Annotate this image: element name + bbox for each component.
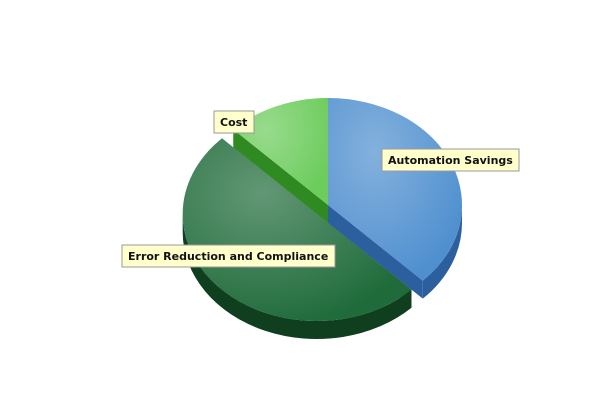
pie-label-text-cost: Cost	[220, 116, 247, 129]
pie-label-box-automation-savings	[381, 148, 520, 172]
pie-slice-side-error-reduction-and-compliance	[182, 214, 412, 340]
pie-label-cost: Cost	[213, 110, 255, 134]
pie-slice-error-reduction-and-compliance	[182, 138, 412, 322]
pie-slice-wall-automation-savings-1	[328, 205, 423, 299]
pie-label-box-error-reduction-and-compliance	[121, 244, 336, 268]
pie-slice-cost	[233, 98, 328, 205]
pie-slice-wall-cost-0	[233, 129, 328, 223]
pie-slice-side-automation-savings	[422, 205, 462, 299]
pie-label-text-automation-savings: Automation Savings	[388, 154, 513, 167]
pie-slice-labels: Automation Savings Error Reduction and Co…	[121, 110, 520, 268]
pie-slice-tops	[182, 98, 462, 322]
pie-label-automation-savings: Automation Savings	[381, 148, 520, 172]
pie-label-box-cost	[213, 110, 255, 134]
pie-label-text-error-reduction-and-compliance: Error Reduction and Compliance	[128, 250, 328, 263]
pie-label-error-reduction-and-compliance: Error Reduction and Compliance	[121, 244, 336, 268]
pie-slice-automation-savings	[328, 98, 462, 281]
